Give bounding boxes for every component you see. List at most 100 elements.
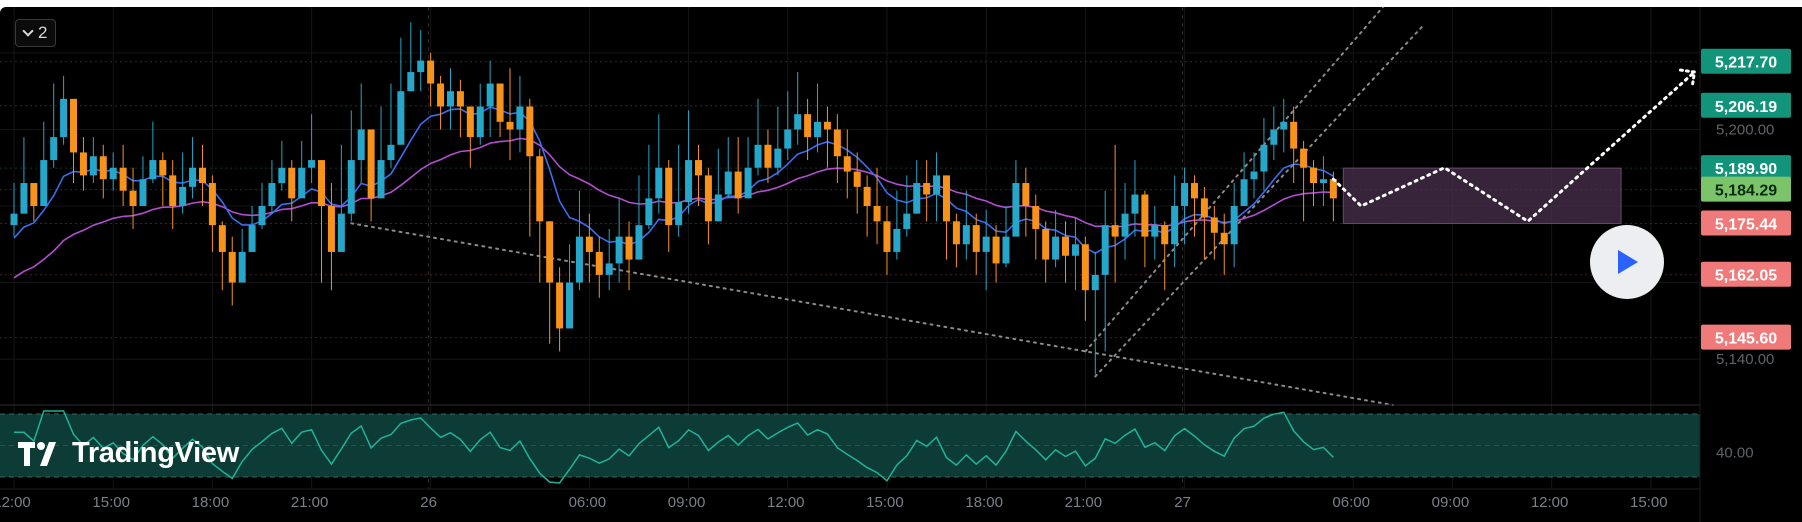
candle-body	[1200, 198, 1208, 218]
candle-body	[962, 225, 970, 245]
time-axis-label: 21:00	[1065, 494, 1103, 511]
candle-body	[1052, 236, 1060, 260]
candle	[159, 152, 167, 206]
price-label-bg	[1701, 261, 1791, 287]
price-label: 5,175.44	[1701, 210, 1791, 236]
time-axis-label: 15:00	[1630, 494, 1668, 511]
candle	[1002, 206, 1010, 268]
candle	[208, 175, 216, 252]
candle	[308, 114, 316, 184]
candle	[804, 98, 812, 161]
collapse-indicators-button[interactable]: 2	[15, 19, 57, 47]
candle	[1032, 194, 1040, 260]
candle-body	[823, 121, 831, 130]
candle	[556, 267, 564, 352]
price-label-text: 5,162.05	[1715, 268, 1777, 285]
trendline	[350, 222, 1394, 406]
candle	[337, 144, 345, 252]
candle	[456, 79, 464, 138]
candle	[169, 160, 177, 229]
candle	[893, 190, 901, 260]
price-label-text: 5,189.90	[1715, 161, 1777, 178]
candle	[1210, 206, 1218, 260]
candle-body	[139, 179, 147, 206]
price-label-bg	[1701, 155, 1791, 181]
price-label-text: 5,184.29	[1715, 183, 1777, 200]
candle-body	[923, 183, 931, 195]
candle	[1052, 209, 1060, 268]
candle-body	[982, 236, 990, 252]
candle-body	[1002, 236, 1010, 264]
candle	[1151, 206, 1159, 260]
play-button[interactable]	[1590, 225, 1664, 299]
candle-body	[228, 251, 236, 283]
candle	[149, 121, 157, 184]
candle-body	[40, 160, 48, 206]
candle-body	[1210, 217, 1218, 233]
candle	[883, 206, 891, 275]
play-icon	[1618, 250, 1638, 274]
candle	[89, 137, 97, 184]
candle	[665, 160, 673, 252]
collapse-count: 2	[38, 23, 48, 42]
chevron-down-icon	[22, 25, 34, 37]
candle	[1131, 160, 1139, 237]
candle-body	[1230, 206, 1238, 245]
candle-body	[625, 236, 633, 260]
candle	[744, 137, 752, 199]
candle-body	[149, 160, 157, 180]
time-axis-label: 15:00	[866, 494, 904, 511]
candle	[417, 29, 425, 92]
candle	[566, 244, 574, 329]
candle-body	[972, 225, 980, 252]
candle	[1300, 140, 1308, 222]
candle	[1319, 156, 1327, 206]
candle-body	[1240, 179, 1248, 206]
candle	[923, 160, 931, 222]
candle	[1260, 117, 1268, 191]
time-axis-label: 12:00	[1531, 494, 1569, 511]
candle-body	[794, 114, 802, 130]
candle-body	[387, 144, 395, 161]
candle	[972, 213, 980, 275]
candle	[933, 152, 941, 222]
candle-body	[556, 282, 564, 329]
time-axis-label: 09:00	[668, 494, 706, 511]
chart-canvas[interactable]: 5,200.00 5,140.00 40.00 5,217.70 5,206.19 5,1…	[0, 7, 1802, 522]
candle-body	[1121, 213, 1129, 237]
projection-path	[1331, 70, 1696, 224]
candle-body	[367, 129, 375, 199]
time-axis-label: 06:00	[569, 494, 607, 511]
candle	[734, 137, 742, 214]
price-label-text: 5,206.19	[1715, 99, 1777, 116]
candle	[1141, 190, 1149, 268]
time-axis-label: 26	[420, 494, 437, 511]
candle-body	[1190, 183, 1198, 199]
candle	[407, 22, 415, 92]
time-axis-label: 18:00	[192, 494, 230, 511]
candle-body	[1250, 171, 1258, 180]
candle-body	[516, 106, 524, 130]
candle	[129, 167, 137, 229]
candle	[377, 106, 385, 199]
candle-body	[685, 160, 693, 203]
candle	[179, 152, 187, 214]
candle-body	[1329, 179, 1337, 199]
candle-body	[913, 183, 921, 214]
candle	[913, 160, 921, 214]
candle	[189, 137, 197, 199]
candles	[10, 22, 1337, 375]
candle	[198, 144, 206, 206]
candle-body	[198, 167, 206, 184]
candle-body	[258, 206, 266, 226]
candle-body	[318, 160, 326, 206]
ema-fast-line	[13, 106, 1334, 255]
candle-body	[308, 160, 316, 168]
time-axis-label: 18:00	[965, 494, 1003, 511]
price-axis-tick: 5,200.00	[1716, 121, 1774, 138]
candle-body	[546, 221, 554, 283]
trendline	[1084, 7, 1384, 353]
candle-body	[784, 129, 792, 149]
candle-body	[942, 175, 950, 222]
candle	[1190, 175, 1198, 237]
